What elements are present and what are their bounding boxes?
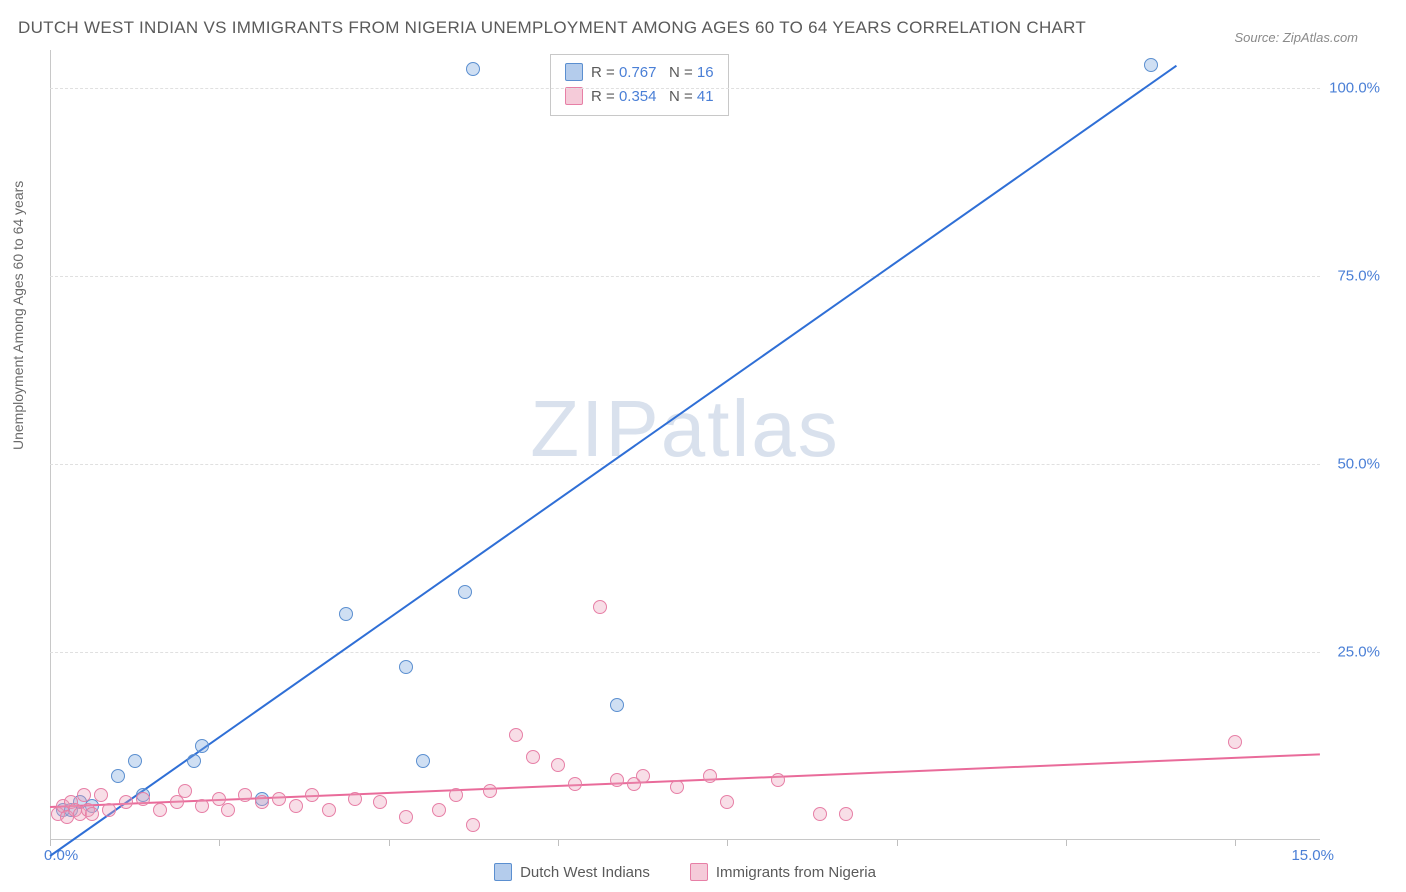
data-point	[610, 773, 624, 787]
data-point	[339, 607, 353, 621]
legend-series: Dutch West Indians Immigrants from Nigeri…	[50, 864, 1320, 882]
x-tick-mark	[389, 840, 390, 846]
data-point	[305, 788, 319, 802]
y-tick-label: 50.0%	[1337, 455, 1380, 472]
legend-r-value: 0.767	[619, 64, 657, 81]
data-point	[720, 795, 734, 809]
data-point	[593, 600, 607, 614]
data-point	[153, 803, 167, 817]
data-point	[466, 62, 480, 76]
data-point	[458, 585, 472, 599]
data-point	[551, 758, 565, 772]
data-point	[373, 795, 387, 809]
x-tick-mark	[558, 840, 559, 846]
data-point	[813, 807, 827, 821]
data-point	[703, 769, 717, 783]
data-point	[483, 784, 497, 798]
legend-swatch	[494, 863, 512, 881]
data-point	[509, 728, 523, 742]
trend-line	[49, 65, 1176, 857]
data-point	[399, 660, 413, 674]
data-point	[568, 777, 582, 791]
data-point	[221, 803, 235, 817]
data-point	[771, 773, 785, 787]
legend-n-label: N =	[656, 88, 696, 105]
legend-n-label: N =	[656, 64, 696, 81]
watermark: ZIPatlas	[530, 383, 839, 475]
data-point	[255, 795, 269, 809]
data-point	[610, 698, 624, 712]
x-tick-mark	[219, 840, 220, 846]
axis-bottom	[50, 839, 1320, 840]
data-point	[466, 818, 480, 832]
data-point	[238, 788, 252, 802]
legend-item: Dutch West Indians	[494, 864, 650, 882]
legend-n-value: 41	[697, 88, 714, 105]
x-tick-mark	[1235, 840, 1236, 846]
legend-swatch	[565, 63, 583, 81]
chart-title: DUTCH WEST INDIAN VS IMMIGRANTS FROM NIG…	[18, 18, 1086, 38]
y-axis-label: Unemployment Among Ages 60 to 64 years	[10, 181, 26, 450]
y-tick-label: 75.0%	[1337, 267, 1380, 284]
data-point	[119, 795, 133, 809]
data-point	[94, 788, 108, 802]
x-tick-mark	[727, 840, 728, 846]
gridline	[50, 652, 1320, 653]
data-point	[289, 799, 303, 813]
data-point	[77, 788, 91, 802]
data-point	[416, 754, 430, 768]
data-point	[399, 810, 413, 824]
gridline	[50, 276, 1320, 277]
x-tick-mark	[50, 840, 51, 846]
data-point	[85, 807, 99, 821]
x-axis-max-label: 15.0%	[1291, 847, 1334, 864]
axis-left	[50, 50, 51, 840]
data-point	[195, 739, 209, 753]
data-point	[187, 754, 201, 768]
data-point	[839, 807, 853, 821]
legend-item: Immigrants from Nigeria	[690, 864, 876, 882]
data-point	[102, 803, 116, 817]
data-point	[449, 788, 463, 802]
legend-swatch	[565, 87, 583, 105]
legend-n-value: 16	[697, 64, 714, 81]
data-point	[1228, 735, 1242, 749]
legend-r-label: R =	[591, 88, 619, 105]
legend-r-value: 0.354	[619, 88, 657, 105]
x-tick-mark	[1066, 840, 1067, 846]
data-point	[195, 799, 209, 813]
data-point	[636, 769, 650, 783]
legend-stats: R = 0.767 N = 16R = 0.354 N = 41	[550, 54, 729, 116]
source-label: Source: ZipAtlas.com	[1234, 30, 1358, 45]
x-tick-mark	[897, 840, 898, 846]
gridline	[50, 464, 1320, 465]
legend-label: Immigrants from Nigeria	[716, 864, 876, 881]
data-point	[111, 769, 125, 783]
data-point	[348, 792, 362, 806]
data-point	[432, 803, 446, 817]
data-point	[178, 784, 192, 798]
data-point	[322, 803, 336, 817]
legend-label: Dutch West Indians	[520, 864, 650, 881]
data-point	[670, 780, 684, 794]
legend-swatch	[690, 863, 708, 881]
legend-r-label: R =	[591, 64, 619, 81]
data-point	[128, 754, 142, 768]
chart-area: ZIPatlas 0.0% 15.0% R = 0.767 N = 16R = …	[50, 50, 1320, 840]
y-tick-label: 100.0%	[1329, 79, 1380, 96]
data-point	[1144, 58, 1158, 72]
gridline	[50, 88, 1320, 89]
data-point	[136, 792, 150, 806]
legend-stat-row: R = 0.767 N = 16	[565, 61, 714, 85]
data-point	[272, 792, 286, 806]
y-tick-label: 25.0%	[1337, 643, 1380, 660]
data-point	[526, 750, 540, 764]
